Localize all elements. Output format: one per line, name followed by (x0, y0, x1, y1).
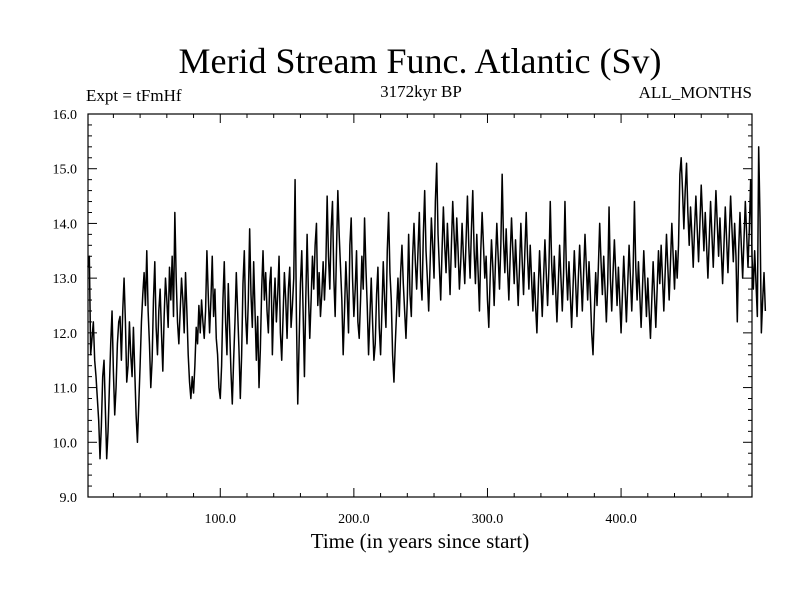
x-tick-label: 100.0 (205, 512, 237, 527)
plot-area: 100.0 200.0 300.0 400.0 9.0 10.0 11.0 12.0 13.0… (53, 108, 767, 527)
y-tick-label: 14.0 (53, 217, 78, 232)
x-axis-ticks (112, 114, 729, 497)
x-tick-label: 300.0 (472, 512, 504, 527)
y-tick-label: 15.0 (53, 163, 78, 178)
y-tick-label: 12.0 (53, 327, 78, 342)
x-axis-tick-labels: 100.0 200.0 300.0 400.0 (205, 512, 637, 527)
chart-title: Merid Stream Func. Atlantic (Sv) (179, 41, 662, 81)
x-tick-label: 200.0 (338, 512, 370, 527)
plot-frame (87, 113, 753, 498)
months-label: ALL_MONTHS (639, 83, 752, 102)
y-tick-label: 16.0 (53, 108, 78, 123)
experiment-label: Expt = tFmHf (86, 86, 182, 105)
y-tick-label: 9.0 (60, 491, 78, 506)
x-tick-label: 400.0 (605, 512, 637, 527)
y-axis-ticks (88, 113, 752, 498)
y-tick-label: 11.0 (53, 382, 77, 397)
y-tick-label: 13.0 (53, 272, 78, 287)
y-tick-label: 10.0 (53, 436, 78, 451)
x-axis-title: Time (in years since start) (311, 529, 530, 553)
series-line-amoc (87, 146, 767, 460)
chart-subtitle: 3172kyr BP (380, 82, 462, 101)
y-axis-tick-labels: 9.0 10.0 11.0 12.0 13.0 14.0 15.0 16.0 (53, 108, 78, 506)
